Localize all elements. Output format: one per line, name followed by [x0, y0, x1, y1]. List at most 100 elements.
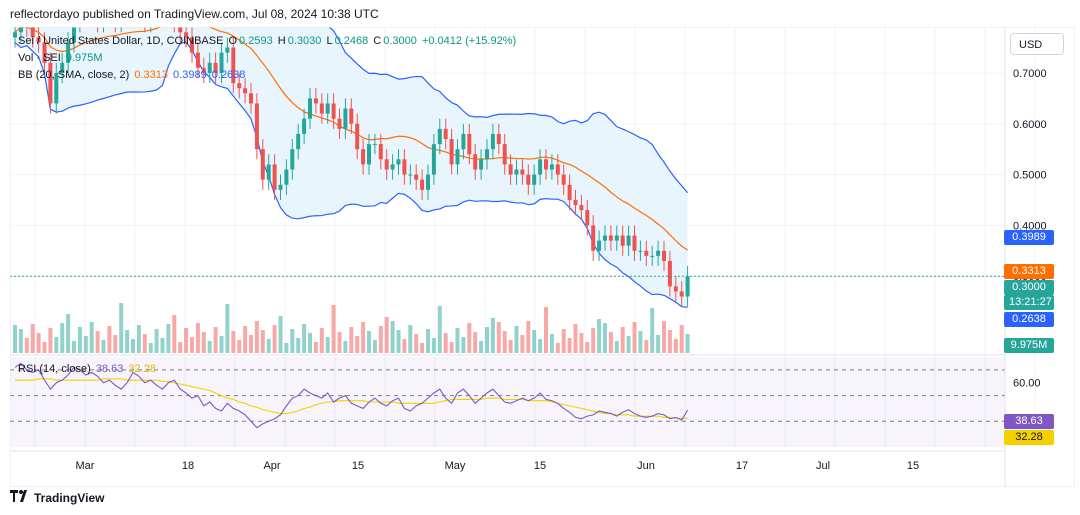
volume-bar: [119, 303, 124, 353]
x-tick-label: Jul: [816, 460, 830, 472]
rsi-line: [14, 362, 689, 429]
volume-bar: [431, 338, 436, 353]
countdown-tag: 13:21:27: [1004, 295, 1054, 310]
volume-bar: [107, 326, 112, 353]
volume-bar: [72, 341, 76, 353]
candle-body: [467, 133, 472, 155]
bb-upper-line: [328, 27, 689, 194]
candle-body: [496, 133, 501, 145]
volume-bar: [420, 343, 425, 353]
volume-bar: [532, 330, 537, 353]
volume-bar: [319, 328, 324, 353]
volume-bar: [254, 321, 259, 353]
candle-body: [532, 174, 537, 185]
candle-body: [544, 159, 548, 170]
candle-body: [195, 52, 200, 68]
candle-body: [296, 133, 301, 150]
volume-bar: [13, 325, 17, 353]
candle-body: [431, 144, 436, 175]
tradingview-logo[interactable]: TradingView: [10, 490, 104, 505]
candle-body: [66, 42, 71, 63]
candle-body: [667, 260, 672, 287]
volume-bar: [555, 343, 560, 353]
candle-body: [349, 108, 354, 124]
candle-body: [603, 235, 607, 241]
volume-bar: [201, 332, 206, 353]
volume-bar: [54, 337, 59, 353]
candle-body: [455, 149, 460, 165]
rsi-label: RSI (14, close): [18, 363, 91, 375]
volume-bar: [337, 332, 342, 353]
candle-body: [18, 27, 23, 33]
bb-upper-value: 0.3989: [173, 69, 207, 81]
volume-bar: [390, 321, 395, 353]
rsi-ma-value: 32.28: [128, 363, 156, 375]
candle-body: [219, 52, 224, 73]
candle-body: [443, 128, 448, 140]
volume-bar: [207, 341, 212, 353]
candle-body: [685, 276, 690, 297]
candle-body: [343, 108, 348, 129]
volume-bar: [260, 330, 265, 353]
candle-body: [508, 164, 513, 175]
volume-bar: [479, 341, 484, 353]
volume-bar: [414, 334, 419, 353]
candle-body: [650, 255, 655, 257]
candle-body: [632, 235, 637, 251]
volume-bar: [514, 326, 519, 353]
volume-bar: [24, 338, 29, 353]
candle-body: [390, 164, 395, 170]
volume-bar: [48, 328, 53, 353]
volume-bar: [30, 324, 35, 353]
candle-body: [561, 174, 566, 185]
volume-bar: [89, 322, 94, 353]
candle-body: [361, 149, 366, 165]
x-tick-label: 18: [182, 460, 194, 472]
volume-bar: [308, 333, 312, 353]
candle-body: [408, 174, 413, 176]
candle-body: [626, 235, 631, 246]
candle-body: [656, 250, 661, 256]
candle-body: [620, 235, 625, 246]
rsi-ma-line: [15, 378, 688, 419]
candle-body: [679, 291, 684, 297]
volume-bar: [148, 343, 153, 353]
low-label: L: [326, 35, 333, 47]
volume-bar: [455, 328, 460, 353]
candle-body: [479, 159, 484, 170]
volume-bar: [626, 336, 631, 353]
candle-body: [308, 98, 312, 119]
candle-body: [384, 159, 389, 170]
bb-upper-tag: 0.3989: [1004, 230, 1054, 245]
candle-body: [337, 118, 342, 129]
volume-bar: [490, 318, 495, 353]
volume-bar: [603, 323, 607, 353]
volume-value: 9.975M: [65, 52, 103, 64]
volume-bar: [402, 339, 407, 353]
chart-frame[interactable]: 0.30000.40000.50000.60000.700060.0020.00…: [10, 27, 1075, 487]
volume-bar: [508, 340, 513, 353]
volume-bar: [172, 315, 177, 353]
volume-bar: [567, 338, 572, 353]
candle-body: [60, 62, 65, 73]
volume-bar: [83, 336, 88, 353]
volume-bar: [36, 333, 41, 353]
volume-bar: [549, 334, 554, 353]
currency-button[interactable]: USD: [1010, 33, 1064, 55]
rsi-tag: 38.63: [1004, 414, 1054, 429]
volume-bar: [178, 342, 183, 353]
candle-body: [449, 139, 454, 165]
volume-bar: [225, 304, 230, 353]
volume-bar: [142, 334, 147, 353]
volume-bar: [644, 340, 649, 353]
price-tag: 0.3000: [1004, 280, 1054, 295]
volume-bar: [184, 328, 189, 353]
y-tick-label: 0.6000: [1013, 119, 1047, 131]
candle-body: [272, 164, 277, 190]
y-tick-label: 0.5000: [1013, 170, 1047, 182]
volume-bar: [166, 324, 171, 353]
volume-bar: [632, 322, 637, 353]
volume-bar: [213, 327, 218, 353]
volume-bar: [650, 308, 655, 353]
chart-canvas[interactable]: 0.30000.40000.50000.60000.700060.0020.00…: [10, 27, 1075, 487]
